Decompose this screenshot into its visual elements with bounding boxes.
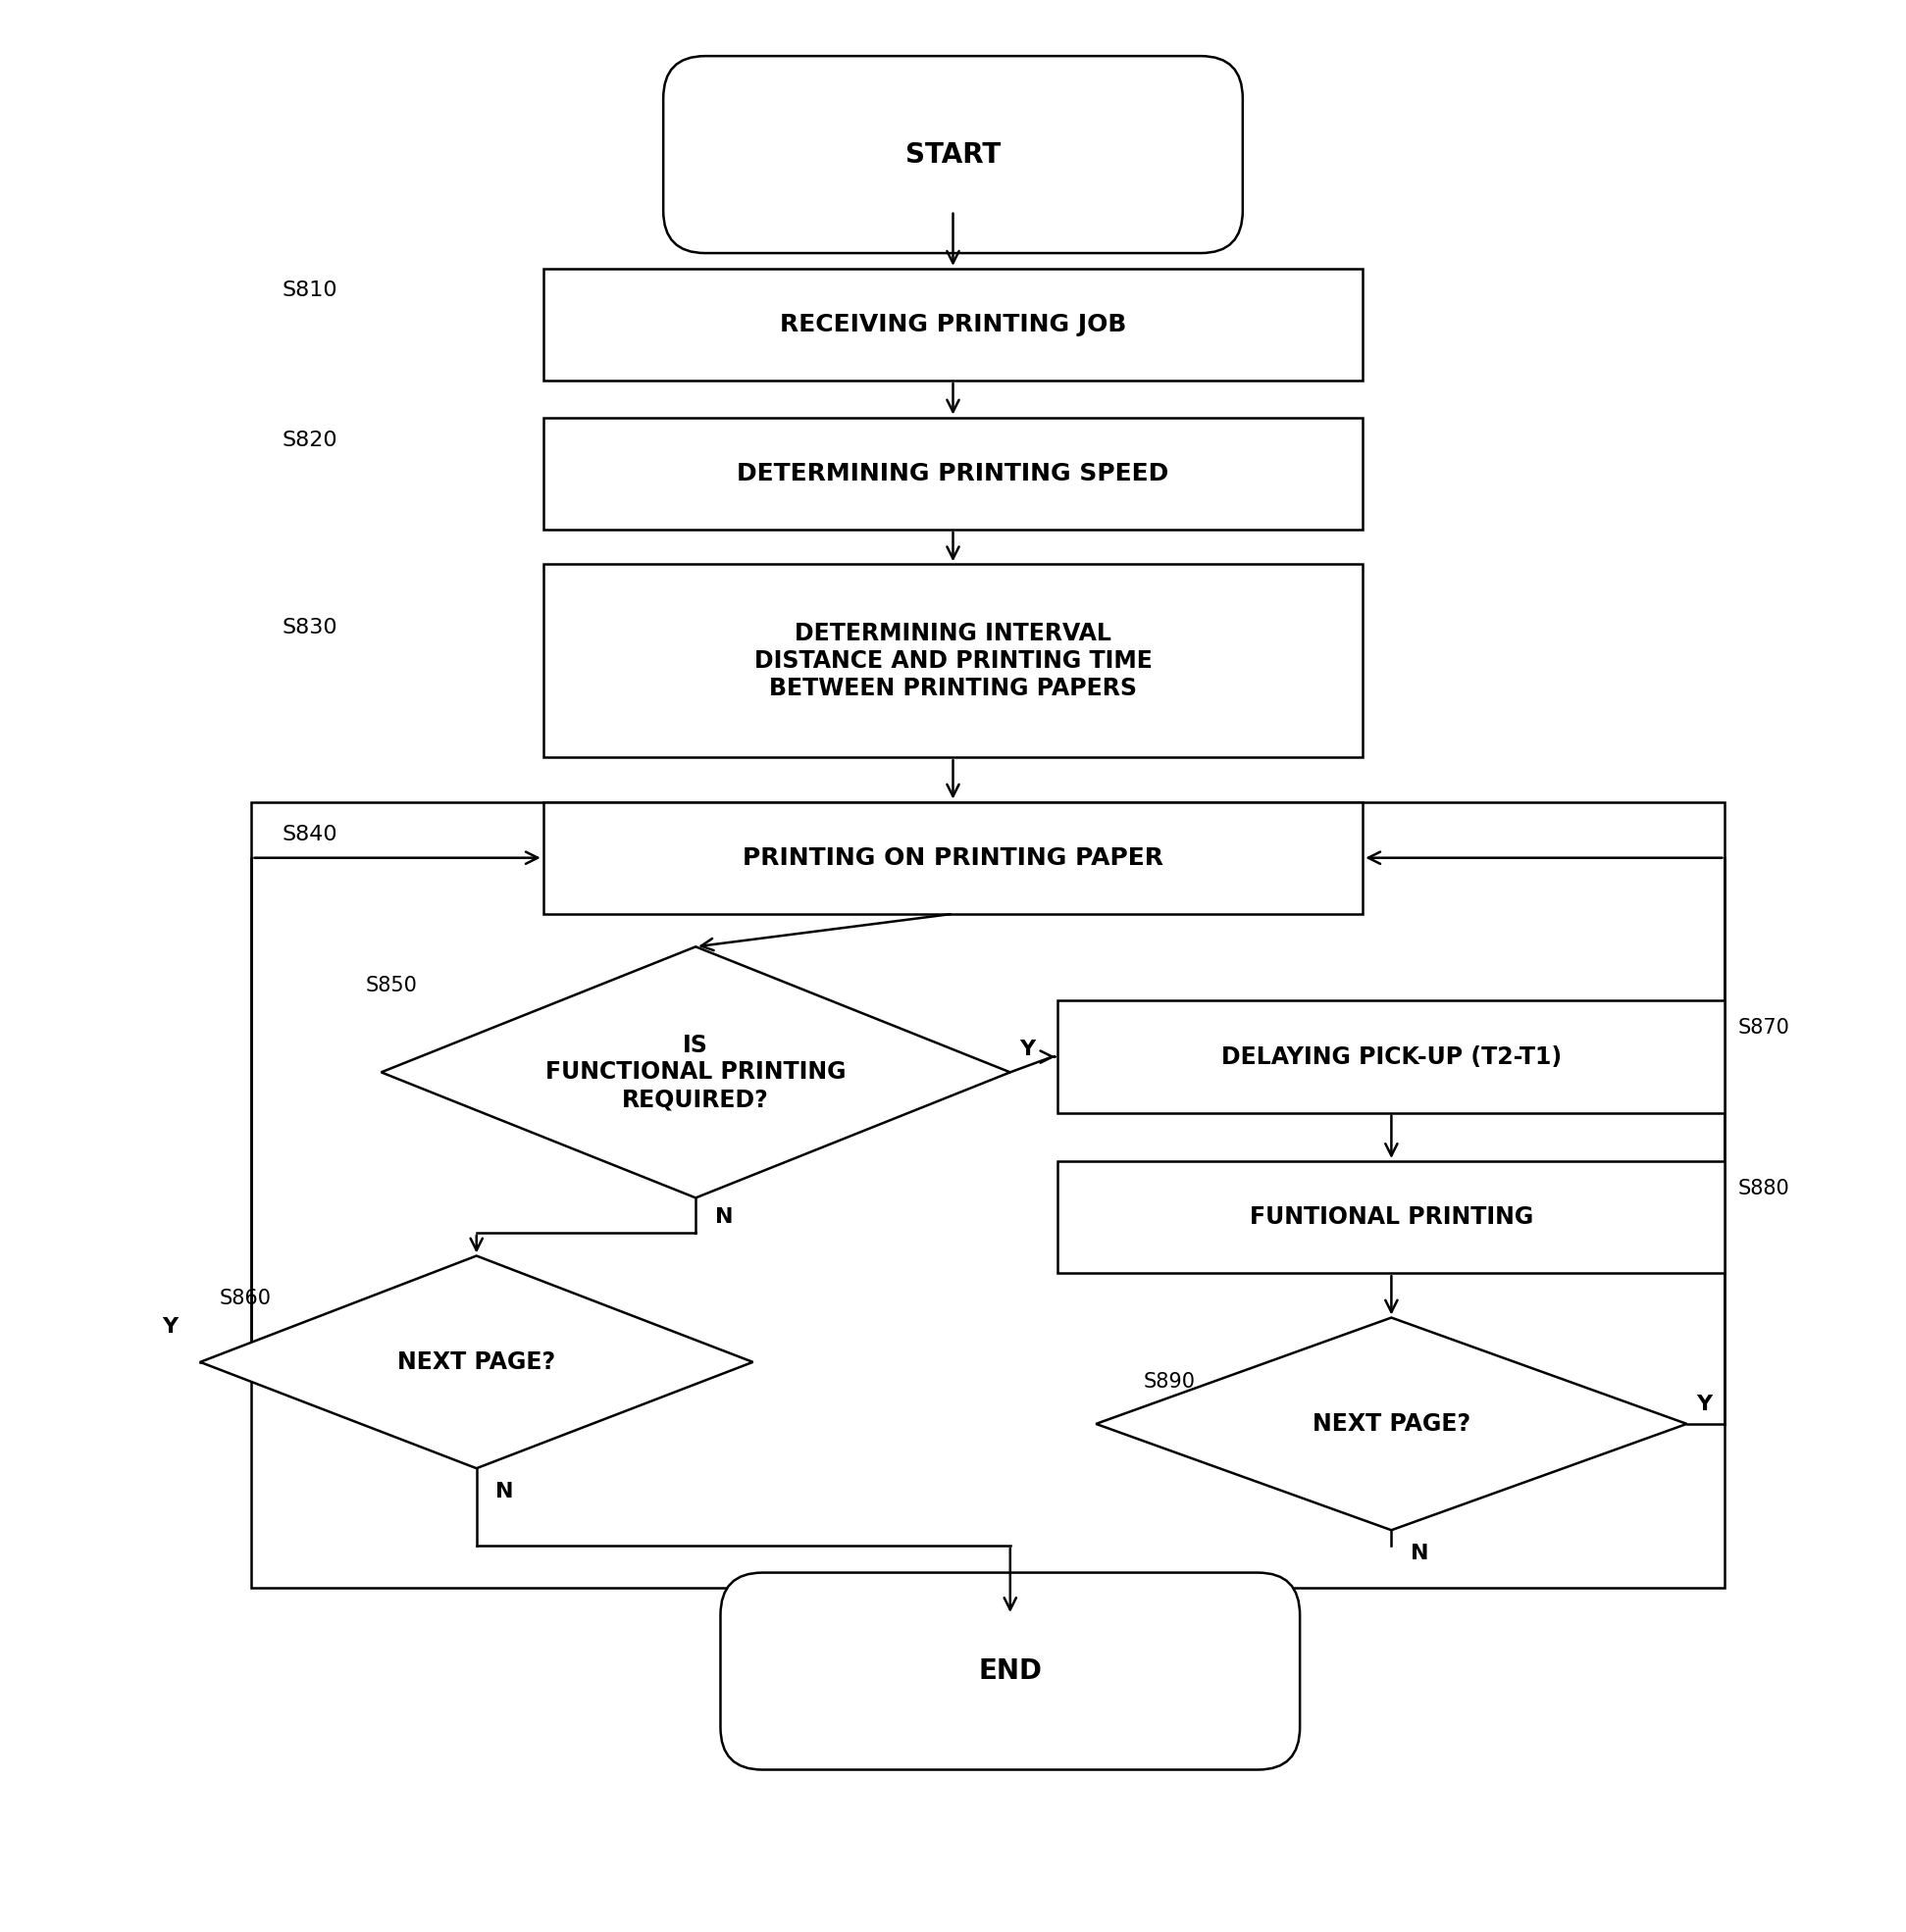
Text: START: START: [905, 141, 1001, 168]
Text: S880: S880: [1738, 1179, 1790, 1198]
Text: S830: S830: [282, 618, 337, 638]
Text: IS
FUNCTIONAL PRINTING
REQUIRED?: IS FUNCTIONAL PRINTING REQUIRED?: [545, 1034, 846, 1111]
FancyBboxPatch shape: [720, 1573, 1300, 1770]
Text: END: END: [978, 1658, 1043, 1685]
Text: NEXT PAGE?: NEXT PAGE?: [398, 1350, 555, 1374]
Bar: [1058, 1161, 1725, 1273]
Text: N: N: [715, 1208, 734, 1227]
Text: Y: Y: [1696, 1395, 1712, 1414]
Polygon shape: [381, 947, 1010, 1198]
Bar: [543, 269, 1363, 381]
Text: DELAYING PICK-UP (T2-T1): DELAYING PICK-UP (T2-T1): [1222, 1045, 1561, 1068]
Text: N: N: [496, 1482, 515, 1501]
Bar: [1058, 1001, 1725, 1113]
Text: PRINTING ON PRINTING PAPER: PRINTING ON PRINTING PAPER: [743, 846, 1163, 869]
Text: FUNTIONAL PRINTING: FUNTIONAL PRINTING: [1250, 1206, 1532, 1229]
Text: DETERMINING PRINTING SPEED: DETERMINING PRINTING SPEED: [738, 462, 1168, 485]
Text: S810: S810: [282, 280, 337, 299]
Polygon shape: [200, 1256, 753, 1468]
Polygon shape: [1096, 1318, 1687, 1530]
Text: S850: S850: [366, 976, 417, 995]
Text: RECEIVING PRINTING JOB: RECEIVING PRINTING JOB: [780, 313, 1126, 336]
Text: S890: S890: [1144, 1372, 1195, 1391]
FancyBboxPatch shape: [663, 56, 1243, 253]
Text: N: N: [1410, 1544, 1430, 1563]
Text: Y: Y: [162, 1318, 177, 1337]
Bar: [543, 564, 1363, 757]
Text: S870: S870: [1738, 1018, 1790, 1037]
Text: Y: Y: [1020, 1039, 1035, 1059]
Text: NEXT PAGE?: NEXT PAGE?: [1313, 1412, 1470, 1435]
Text: S860: S860: [219, 1289, 271, 1308]
Bar: [252, 802, 1725, 1588]
Text: S820: S820: [282, 431, 337, 450]
Bar: [543, 802, 1363, 914]
Text: DETERMINING INTERVAL
DISTANCE AND PRINTING TIME
BETWEEN PRINTING PAPERS: DETERMINING INTERVAL DISTANCE AND PRINTI…: [755, 622, 1151, 699]
Bar: [543, 417, 1363, 529]
Text: S840: S840: [282, 825, 337, 844]
